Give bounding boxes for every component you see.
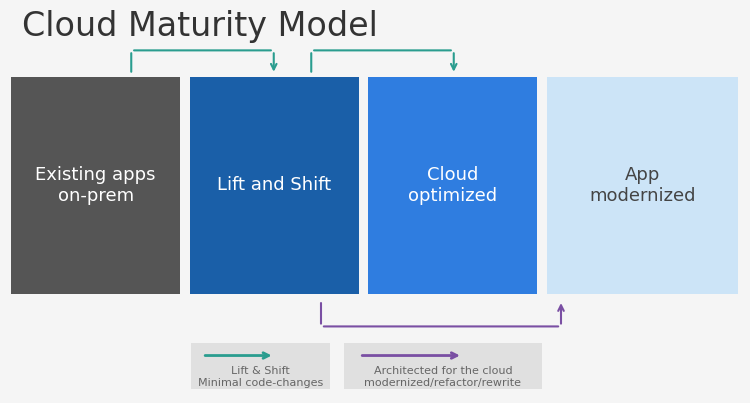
Bar (190, 77, 358, 294)
Bar (547, 77, 738, 294)
Text: Architected for the cloud: Architected for the cloud (374, 366, 512, 376)
Text: App
modernized: App modernized (590, 166, 696, 205)
Bar (368, 77, 537, 294)
Text: Lift and Shift: Lift and Shift (217, 177, 332, 194)
Text: Cloud
optimized: Cloud optimized (408, 166, 497, 205)
Text: Cloud Maturity Model: Cloud Maturity Model (22, 10, 378, 43)
Text: Lift & Shift: Lift & Shift (231, 366, 290, 376)
Text: Minimal code-changes: Minimal code-changes (198, 378, 323, 388)
Text: modernized/refactor/rewrite: modernized/refactor/rewrite (364, 378, 521, 388)
Text: Existing apps
on-prem: Existing apps on-prem (35, 166, 156, 205)
Bar (11, 77, 180, 294)
Bar (344, 343, 542, 389)
Bar (191, 343, 330, 389)
